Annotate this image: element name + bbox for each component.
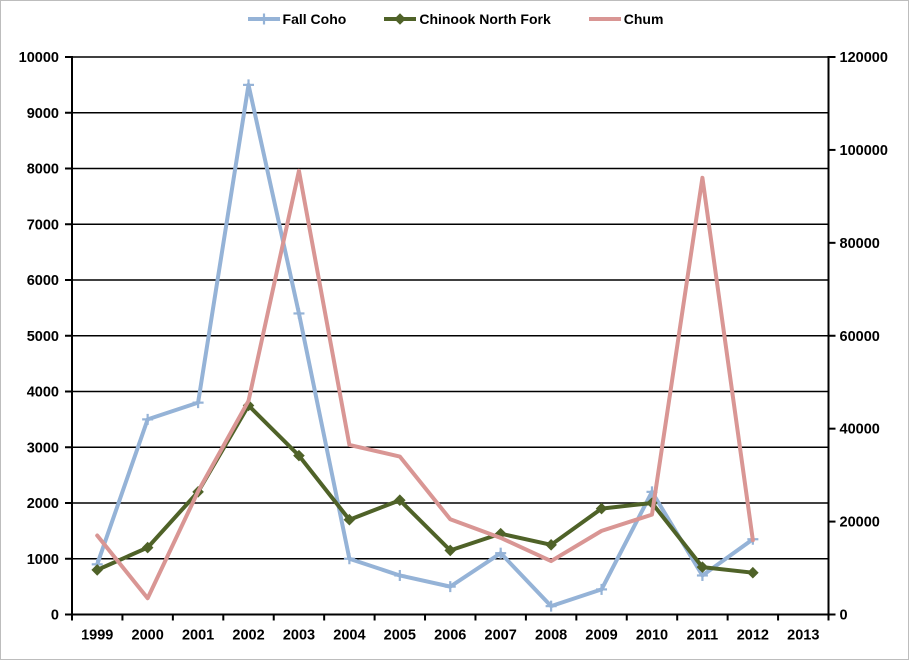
legend-label: Fall Coho xyxy=(282,11,347,27)
right-axis-tick-label: 120000 xyxy=(840,50,888,66)
left-axis-tick-label: 3000 xyxy=(27,440,59,456)
x-axis-tick-label: 2000 xyxy=(132,628,164,644)
legend-label: Chum xyxy=(623,11,664,27)
x-axis-tick-label: 2010 xyxy=(636,628,668,644)
right-axis-tick-label: 0 xyxy=(840,608,848,624)
x-axis-tick-label: 2001 xyxy=(182,628,214,644)
diamond-marker xyxy=(394,13,407,25)
diamond-marker xyxy=(91,564,104,576)
x-axis-tick-label: 2003 xyxy=(283,628,315,644)
right-axis-tick-label: 20000 xyxy=(840,515,880,531)
diamond-marker xyxy=(293,449,305,462)
left-axis-tick-label: 4000 xyxy=(27,385,59,401)
left-axis-tick-label: 10000 xyxy=(19,50,59,66)
diamond-marker xyxy=(545,539,557,551)
x-axis-tick-label: 2011 xyxy=(687,628,718,644)
left-axis-tick-label: 2000 xyxy=(27,496,59,512)
right-axis-tick-label: 60000 xyxy=(840,329,880,345)
x-axis-tick-label: 2012 xyxy=(737,628,769,644)
x-axis-tick-label: 2008 xyxy=(535,628,567,644)
diamond-marker xyxy=(747,566,759,579)
left-axis-tick-label: 1000 xyxy=(27,552,59,568)
series-fall-coho xyxy=(91,79,759,612)
x-axis-tick-label: 2007 xyxy=(485,628,517,644)
diamond-marker xyxy=(394,494,406,507)
series-line xyxy=(95,168,755,601)
diamond-marker xyxy=(141,541,154,554)
left-axis-tick-label: 6000 xyxy=(27,273,59,289)
right-axis-tick-label: 40000 xyxy=(840,422,880,438)
legend-swatch-none-line xyxy=(588,17,621,21)
legend-item-chinook-north-fork: Chinook North Fork xyxy=(382,11,551,27)
left-axis-tick-label: 8000 xyxy=(27,162,59,178)
diamond-marker xyxy=(444,544,457,557)
left-axis-tick-label: 0 xyxy=(51,608,59,624)
x-axis-tick-label: 1999 xyxy=(81,628,113,644)
legend-swatch-plus xyxy=(247,13,280,25)
diamond-marker xyxy=(696,561,709,573)
right-axis-tick-label: 100000 xyxy=(840,143,888,159)
left-axis-tick-label: 9000 xyxy=(27,106,59,122)
x-axis-tick-label: 2009 xyxy=(585,628,617,644)
left-axis-tick-label: 7000 xyxy=(27,217,59,233)
left-axis-tick-label: 5000 xyxy=(27,329,59,345)
x-axis-tick-label: 2002 xyxy=(232,628,264,644)
x-axis-tick-label: 2004 xyxy=(333,628,365,644)
diamond-marker xyxy=(343,513,356,526)
legend: Fall Coho Chinook North Fork Chum xyxy=(1,11,908,27)
series-chum xyxy=(95,168,755,601)
x-axis-tick-label: 2013 xyxy=(787,628,819,644)
x-axis-tick-label: 2006 xyxy=(434,628,466,644)
x-axis-tick-label: 2005 xyxy=(384,628,416,644)
diamond-marker xyxy=(595,502,608,515)
legend-swatch-diamond xyxy=(384,13,417,25)
legend-item-chum: Chum xyxy=(587,11,664,27)
series-line xyxy=(95,82,755,609)
right-axis-tick-label: 80000 xyxy=(840,236,880,252)
legend-item-fall-coho: Fall Coho xyxy=(246,11,347,27)
legend-label: Chinook North Fork xyxy=(419,11,551,27)
